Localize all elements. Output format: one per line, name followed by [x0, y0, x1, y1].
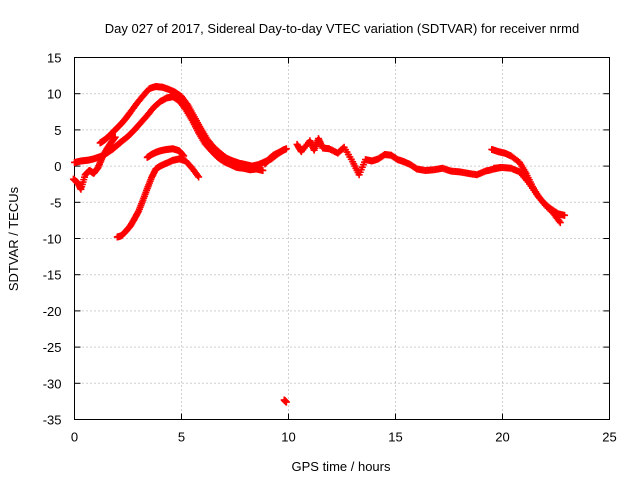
series-track-6	[261, 145, 290, 168]
chart-title: Day 027 of 2017, Sidereal Day-to-day VTE…	[105, 21, 579, 36]
axis-ticks: 0 5 10 15 20 25 15 10 5 0 -5 -10 -15 -20 -25 -30 -35	[43, 51, 617, 445]
data-point	[180, 152, 188, 160]
data-point	[111, 133, 119, 141]
series-track-5	[143, 145, 188, 161]
y-tick-label: 15	[47, 51, 61, 66]
y-tick-label: -5	[50, 195, 62, 210]
data-point	[282, 398, 290, 406]
y-tick-label: 10	[47, 87, 61, 102]
x-tick-label: 15	[388, 430, 402, 445]
series-track-4	[113, 155, 203, 241]
y-tick-label: -25	[43, 340, 62, 355]
y-axis-label: SDTVAR / TECUs	[6, 186, 21, 291]
x-axis-label: GPS time / hours	[292, 459, 391, 474]
series-track-9	[490, 164, 564, 227]
y-tick-label: -35	[43, 413, 62, 428]
y-tick-label: -20	[43, 304, 62, 319]
y-tick-label: -30	[43, 376, 62, 391]
y-tick-label: -10	[43, 232, 62, 247]
data-point	[194, 172, 202, 180]
x-tick-label: 0	[71, 430, 78, 445]
data-point	[556, 219, 564, 227]
data-point	[555, 217, 563, 225]
data-point	[259, 166, 267, 174]
y-tick-label: 0	[54, 159, 61, 174]
series-track-7	[293, 135, 504, 179]
x-tick-label: 10	[281, 430, 295, 445]
data-point	[282, 145, 290, 153]
x-tick-label: 25	[602, 430, 616, 445]
data-point	[561, 211, 569, 219]
y-tick-label: 5	[54, 123, 61, 138]
grid	[74, 57, 610, 420]
data-point	[195, 173, 203, 181]
series-track-10	[280, 396, 290, 406]
data-points	[69, 82, 569, 406]
x-tick-label: 5	[178, 430, 185, 445]
y-tick-label: -15	[43, 268, 62, 283]
x-tick-label: 20	[495, 430, 509, 445]
